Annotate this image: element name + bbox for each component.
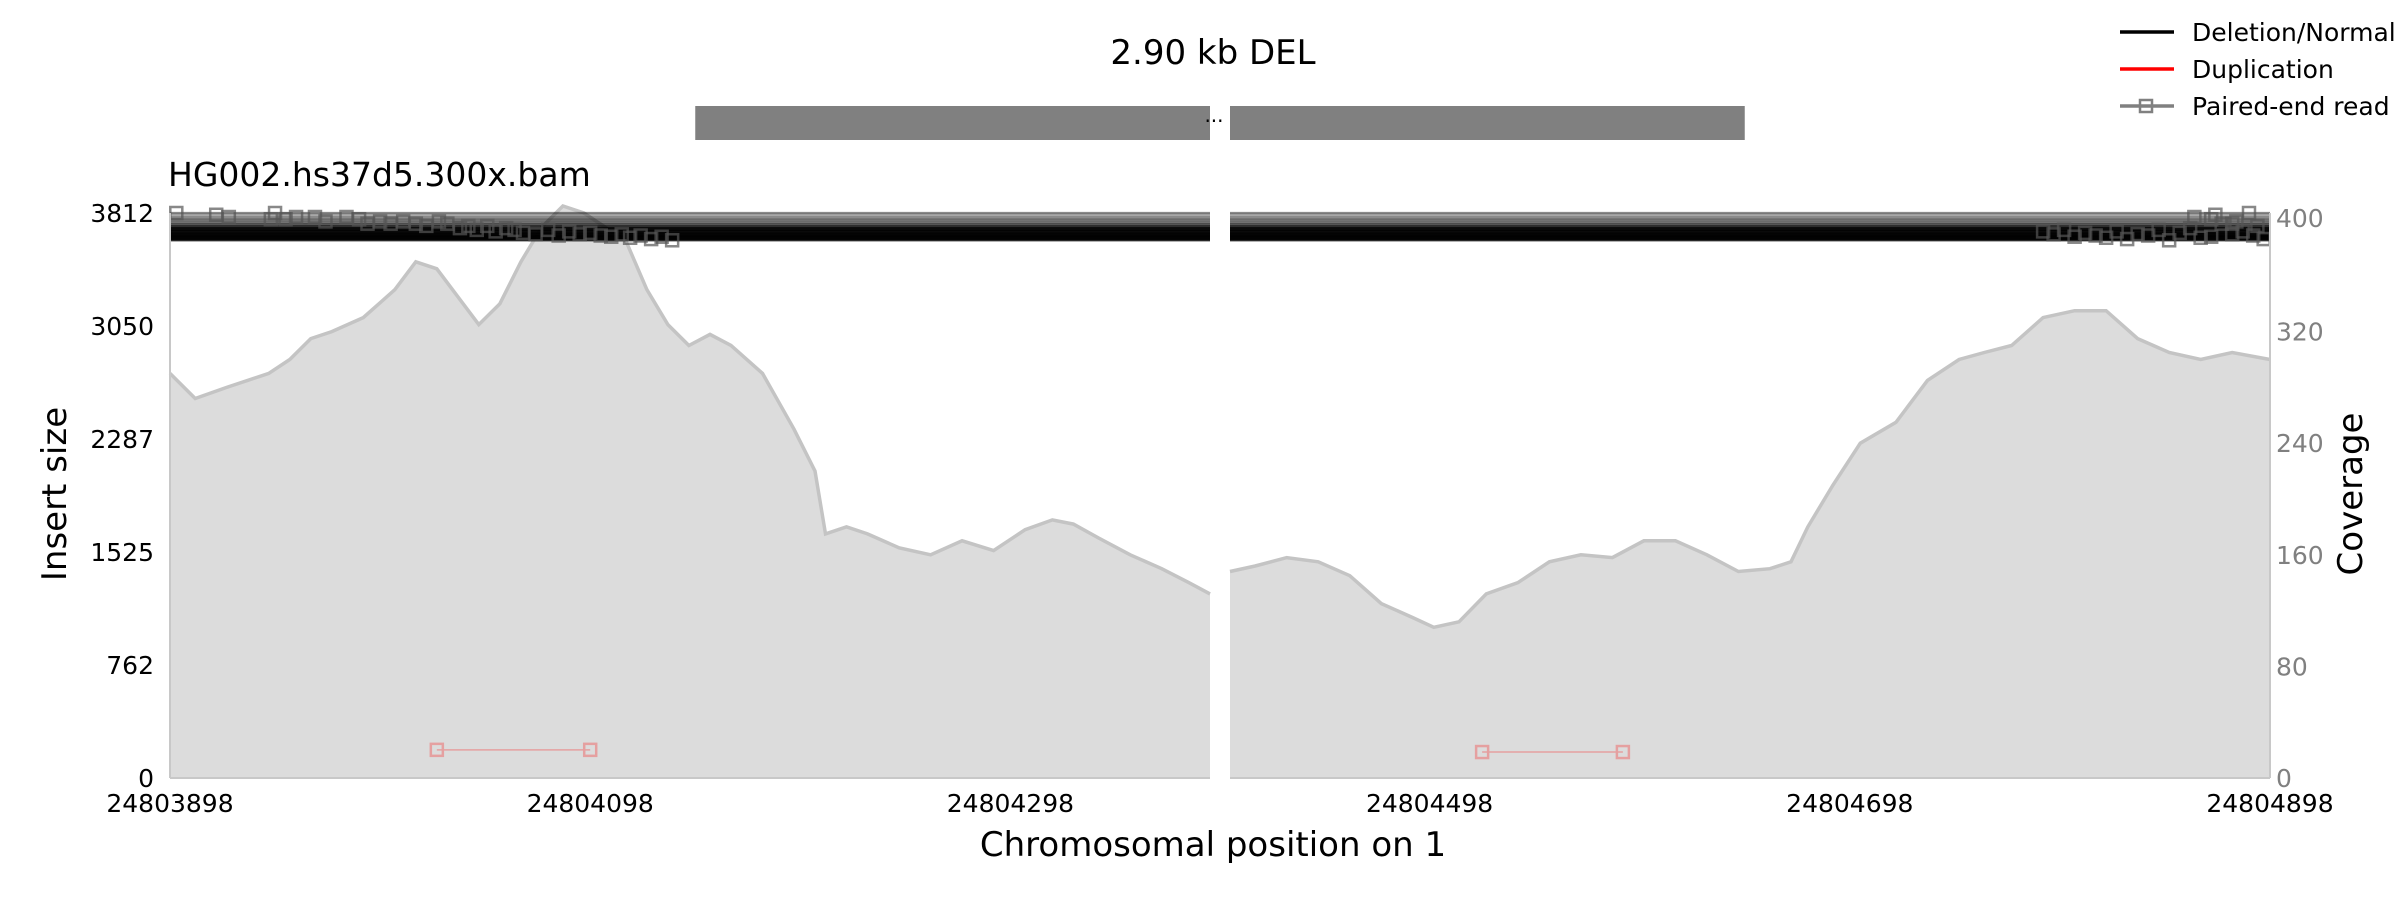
y-right-tick-label-4: 320 <box>2276 318 2324 347</box>
read-marker-left-17 <box>431 214 447 229</box>
read-marker-right-27 <box>2229 214 2244 229</box>
gene-bar-0 <box>695 106 1210 140</box>
read-marker-right-7 <box>2109 224 2124 239</box>
y-right-tick-label-2: 160 <box>2276 541 2324 570</box>
y-right-tick-label-0: 0 <box>2276 764 2292 793</box>
legend-label-1: Duplication <box>2192 55 2334 84</box>
dup-read-end-0 <box>582 742 598 758</box>
y-left-tick-label-3: 2287 <box>90 425 154 454</box>
coverage-area <box>168 203 2271 778</box>
read-marker-left-24 <box>498 220 514 236</box>
y-right-tick-label-3: 240 <box>2276 429 2324 458</box>
read-marker-right-1 <box>2046 227 2061 242</box>
read-marker-left-12 <box>372 214 388 229</box>
read-marker-right-23 <box>2203 211 2219 227</box>
y-axis-right-label: Coverage <box>2331 413 2371 576</box>
legend: Deletion/Normal Duplication Paired-end rea… <box>2120 18 2396 121</box>
y-axis-left-label: Insert size <box>35 407 75 581</box>
read-marker-left-38 <box>643 231 659 247</box>
legend-label-0: Deletion/Normal <box>2192 18 2396 47</box>
read-marker-right-15 <box>2193 230 2208 246</box>
read-marker-right-16 <box>2203 229 2219 244</box>
coverage-line-right <box>1229 308 2271 630</box>
x-tick-label-5: 24804898 <box>2206 789 2333 818</box>
legend-label-2: Paired-end read <box>2192 92 2390 121</box>
read-marker-left-19 <box>452 220 468 236</box>
y-left-tick-label-5: 3812 <box>90 199 154 228</box>
dup-read-start-1 <box>1474 744 1490 760</box>
dup-read-start-0 <box>429 742 445 758</box>
y-axis-left-ticks: 0 762 1525 2287 3050 3812 <box>90 199 154 793</box>
x-axis-ticks: 24803898 24804098 24804298 24804498 24804698… <box>106 789 2333 818</box>
coverage-fill-right <box>1230 310 2270 778</box>
read-marker-right-25 <box>2241 205 2257 221</box>
x-tick-label-1: 24804098 <box>527 789 654 818</box>
y-left-tick-label-0: 0 <box>138 764 154 793</box>
read-marker-left-30 <box>561 224 577 239</box>
read-marker-right-11 <box>2151 222 2166 238</box>
sample-label: HG002.hs37d5.300x.bam <box>168 155 591 194</box>
gene-bar-1 <box>1230 106 1745 140</box>
read-marker-left-2 <box>221 209 237 225</box>
x-axis-label: Chromosomal position on 1 <box>980 825 1446 865</box>
read-marker-left-29 <box>551 228 566 243</box>
read-marker-right-9 <box>2130 226 2145 242</box>
dup-read-end-1 <box>1615 744 1631 760</box>
read-marker-left-23 <box>488 224 503 239</box>
duplication-reads <box>429 742 1631 760</box>
read-marker-left-21 <box>469 222 484 238</box>
x-tick-label-3: 24804498 <box>1366 789 1493 818</box>
axes <box>169 213 2271 779</box>
read-marker-left-35 <box>614 227 629 242</box>
read-marker-left-7 <box>307 209 323 225</box>
read-marker-left-5 <box>278 211 293 227</box>
read-marker-left-10 <box>351 211 367 227</box>
read-marker-left-15 <box>408 216 424 231</box>
read-marker-left-40 <box>664 233 680 248</box>
y-left-tick-label-1: 762 <box>106 651 154 680</box>
read-marker-right-20 <box>2245 228 2261 243</box>
read-marker-right-3 <box>2067 229 2082 244</box>
coverage-line-left <box>168 203 1211 596</box>
read-marker-right-12 <box>2161 233 2177 248</box>
read-marker-right-4 <box>2077 225 2093 241</box>
gene-track <box>695 106 1745 140</box>
y-left-tick-label-2: 1525 <box>90 538 154 567</box>
chart-title: 2.90 kb DEL <box>1110 33 1315 73</box>
read-marker-left-20 <box>461 218 476 234</box>
read-marker-right-13 <box>2172 225 2187 241</box>
y-left-tick-label-4: 3050 <box>90 312 154 341</box>
read-marker-right-0 <box>2035 224 2051 239</box>
read-marker-left-31 <box>572 227 587 242</box>
x-tick-label-4: 24804698 <box>1786 789 1913 818</box>
read-marker-right-26 <box>2208 207 2223 223</box>
read-marker-left-6 <box>288 209 304 225</box>
read-marker-left-36 <box>622 230 638 246</box>
break-marker: ... <box>1204 103 1223 127</box>
read-marker-right-28 <box>2250 218 2265 234</box>
read-marker-left-34 <box>603 229 619 244</box>
read-marker-right-5 <box>2088 228 2103 243</box>
y-axis-right-ticks: 0 80 160 240 320 400 <box>2276 204 2324 793</box>
read-marker-left-8 <box>318 214 333 229</box>
read-marker-left-37 <box>633 228 648 243</box>
read-marker-right-24 <box>2224 216 2240 231</box>
x-tick-label-0: 24803898 <box>106 789 233 818</box>
read-marker-right-22 <box>2187 209 2202 225</box>
coverage-fill-left <box>170 206 1210 778</box>
read-marker-left-25 <box>507 222 522 238</box>
read-marker-left-39 <box>654 229 669 244</box>
deletion-reads <box>170 211 2270 242</box>
y-right-tick-label-1: 80 <box>2276 652 2308 681</box>
read-marker-left-32 <box>582 225 598 241</box>
y-right-tick-label-5: 400 <box>2276 204 2324 233</box>
read-marker-left-33 <box>593 228 608 243</box>
x-tick-label-2: 24804298 <box>947 789 1074 818</box>
read-markers <box>169 205 2271 248</box>
legend-marker-2 <box>2138 98 2154 114</box>
